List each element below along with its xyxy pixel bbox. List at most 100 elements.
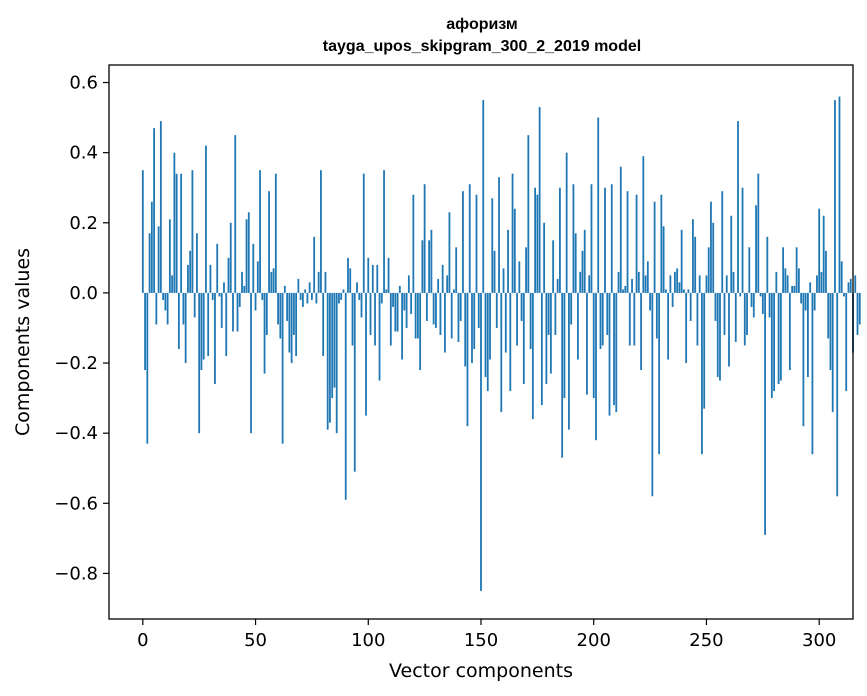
bar-124 <box>421 240 424 293</box>
bar-191 <box>572 184 575 293</box>
bar-253 <box>712 222 715 293</box>
bar-153 <box>486 292 489 392</box>
bar-197 <box>586 292 588 395</box>
bar-255 <box>716 292 719 378</box>
y-tick-label: −0.4 <box>54 423 98 444</box>
bar-310 <box>840 261 843 293</box>
bar-274 <box>759 292 762 297</box>
bar-26 <box>200 292 203 371</box>
bar-302 <box>822 215 825 293</box>
bar-142 <box>462 191 464 293</box>
bar-172 <box>529 292 532 350</box>
bar-252 <box>710 201 712 293</box>
bar-14 <box>173 152 176 293</box>
bar-61 <box>279 292 282 339</box>
bar-258 <box>723 292 726 335</box>
bar-66 <box>290 292 293 364</box>
bar-108 <box>385 289 388 293</box>
bar-41 <box>234 135 237 293</box>
bar-69 <box>297 278 300 293</box>
bar-282 <box>777 292 780 385</box>
bar-170 <box>525 247 527 293</box>
bar-270 <box>750 292 753 307</box>
bar-308 <box>836 292 839 497</box>
bar-118 <box>407 275 410 293</box>
bar-16 <box>177 292 180 350</box>
bar-20 <box>187 264 189 293</box>
bar-158 <box>498 177 500 293</box>
bar-80 <box>322 292 325 357</box>
bar-272 <box>755 205 757 293</box>
bar-19 <box>184 292 187 364</box>
bar-279 <box>770 292 773 399</box>
bar-97 <box>360 292 363 318</box>
bar-292 <box>800 292 803 304</box>
bar-210 <box>615 292 618 413</box>
bar-269 <box>748 247 751 293</box>
bar-148 <box>475 194 478 293</box>
bar-262 <box>732 271 735 293</box>
bar-243 <box>689 292 692 321</box>
bar-71 <box>301 292 304 307</box>
bar-29 <box>207 292 210 357</box>
bar-45 <box>243 285 246 293</box>
bar-159 <box>500 292 503 413</box>
bar-265 <box>739 292 742 297</box>
bar-264 <box>737 121 739 293</box>
bar-21 <box>189 250 192 293</box>
bar-23 <box>193 292 196 318</box>
bar-140 <box>457 292 460 342</box>
bar-112 <box>394 292 397 332</box>
bar-218 <box>633 292 636 346</box>
bar-32 <box>214 292 216 385</box>
bar-216 <box>628 292 631 346</box>
bar-208 <box>610 184 613 293</box>
bar-137 <box>450 292 453 339</box>
bar-164 <box>511 173 514 293</box>
bar-78 <box>317 271 320 293</box>
bar-230 <box>660 194 663 293</box>
bar-268 <box>746 292 748 335</box>
bar-104 <box>376 264 379 293</box>
bar-3 <box>148 233 151 293</box>
bar-241 <box>685 292 688 364</box>
bar-147 <box>473 292 476 350</box>
chart-title: афоризм <box>446 16 517 33</box>
bar-203 <box>599 292 602 350</box>
bar-182 <box>552 240 555 293</box>
bar-232 <box>664 289 667 293</box>
bar-307 <box>834 100 836 293</box>
bar-298 <box>813 292 816 311</box>
bar-157 <box>495 292 498 328</box>
bar-184 <box>556 278 559 293</box>
bar-219 <box>635 194 638 293</box>
bar-67 <box>292 292 295 335</box>
bar-151 <box>482 100 485 293</box>
bar-223 <box>644 275 647 293</box>
bar-119 <box>410 292 413 314</box>
bar-130 <box>435 292 437 328</box>
bar-114 <box>398 285 401 293</box>
bar-267 <box>743 292 746 346</box>
bar-56 <box>268 191 270 293</box>
bar-200 <box>592 292 595 399</box>
bar-211 <box>617 271 620 293</box>
bar-173 <box>531 292 534 420</box>
y-axis: −0.8 −0.6 −0.4 −0.2 0.0 0.2 0.4 0.6 <box>54 73 109 584</box>
bar-33 <box>216 243 219 293</box>
bar-95 <box>356 282 358 293</box>
bar-63 <box>283 285 286 293</box>
bar-2 <box>146 292 149 444</box>
bar-129 <box>432 292 435 325</box>
bar-54 <box>263 292 266 374</box>
bar-277 <box>766 236 769 293</box>
bar-313 <box>847 282 850 293</box>
bar-83 <box>329 292 331 423</box>
bar-53 <box>261 292 264 300</box>
bar-102 <box>371 264 374 293</box>
bar-239 <box>680 229 683 293</box>
bar-301 <box>820 271 823 293</box>
bar-57 <box>270 271 273 293</box>
bar-101 <box>369 292 372 335</box>
